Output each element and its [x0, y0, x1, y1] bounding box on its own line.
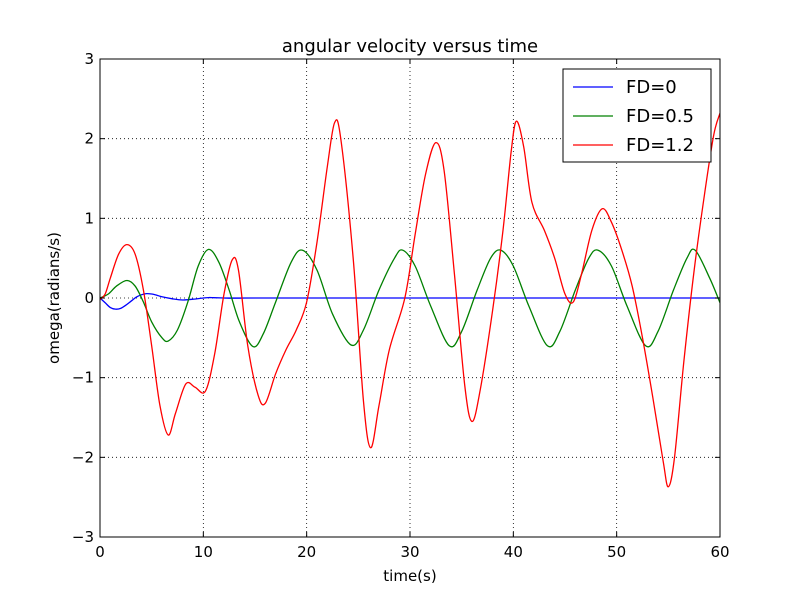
- x-tick-label: 60: [710, 543, 729, 561]
- y-tick-label: −3: [72, 528, 94, 546]
- series-layer: [100, 112, 720, 488]
- y-tick-label: 3: [84, 50, 94, 68]
- legend-label: FD=0: [626, 77, 677, 98]
- x-tick-label: 10: [194, 543, 213, 561]
- x-tick-label: 50: [607, 543, 626, 561]
- series-line-fd-0-5: [100, 248, 720, 348]
- x-tick-label: 20: [297, 543, 316, 561]
- y-axis-label: omega(radians/s): [45, 232, 63, 364]
- y-tick-label: 2: [84, 130, 94, 148]
- x-tick-label: 0: [95, 543, 105, 561]
- x-tick-label: 40: [504, 543, 523, 561]
- y-tick-label: 1: [84, 209, 94, 227]
- y-tick-label: −1: [72, 369, 94, 387]
- legend-label: FD=0.5: [626, 106, 694, 127]
- y-tick-label: 0: [84, 289, 94, 307]
- legend: FD=0 FD=0.5 FD=1.2: [562, 68, 712, 163]
- axis-ticks: 0 10 20 30 40 50 60 −3 −2 −1 0 1 2 3: [72, 50, 730, 561]
- x-axis-label: time(s): [383, 567, 436, 585]
- x-tick-label: 30: [400, 543, 419, 561]
- series-line-fd-1-2: [100, 112, 720, 488]
- y-tick-label: −2: [72, 448, 94, 466]
- legend-label: FD=1.2: [626, 135, 694, 156]
- chart-title: angular velocity versus time: [282, 36, 538, 57]
